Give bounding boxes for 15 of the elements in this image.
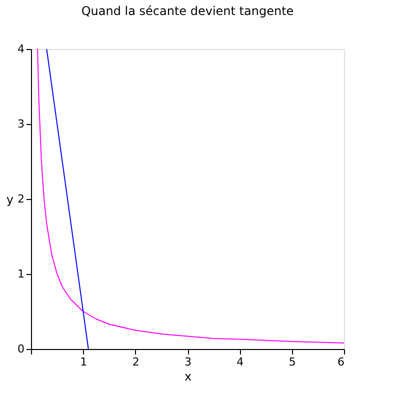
x-axis-title: x [184, 370, 192, 384]
y-tick-label: 4 [18, 42, 24, 56]
y-tick-label: 1 [18, 268, 24, 280]
x-tick-label: 3 [184, 356, 192, 368]
x-tick-label: 6 [338, 356, 344, 368]
y-tick-label: 2 [18, 192, 24, 206]
x-tick-label: 1 [80, 356, 88, 368]
line-series [37, 48, 344, 344]
x-tick-label: 2 [132, 356, 140, 368]
x-tick-label: 4 [236, 356, 244, 368]
y-axis-title: y [6, 192, 14, 206]
y-tick-label: 0 [18, 342, 24, 356]
y-tick-label: 3 [18, 118, 24, 130]
chart-title: Quand la sécante devient tangente [81, 4, 294, 18]
x-tick-label: 5 [288, 356, 296, 368]
